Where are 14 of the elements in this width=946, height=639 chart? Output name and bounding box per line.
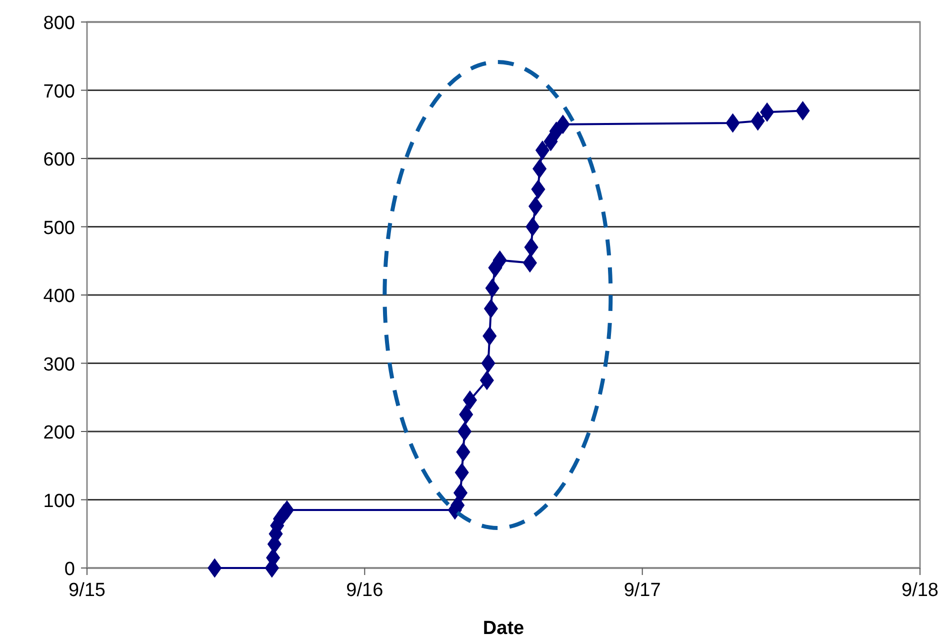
y-tick-label: 100 <box>43 490 75 512</box>
y-tick-label: 300 <box>43 354 75 376</box>
x-axis-title: Date <box>482 618 524 639</box>
y-tick-label: 200 <box>43 422 75 444</box>
y-tick-label: 0 <box>64 559 75 580</box>
x-tick-label: 9/16 <box>346 580 384 601</box>
x-tick-label: 9/18 <box>902 580 938 601</box>
y-tick-label: 500 <box>43 218 75 239</box>
y-tick-label: 600 <box>43 150 75 170</box>
x-tick-label: 9/17 <box>624 580 661 601</box>
x-tick-label: 9/15 <box>68 580 106 601</box>
y-tick-label: 700 <box>43 81 75 102</box>
y-tick-label: 400 <box>43 286 75 307</box>
y-tick-label: 800 <box>43 13 75 34</box>
